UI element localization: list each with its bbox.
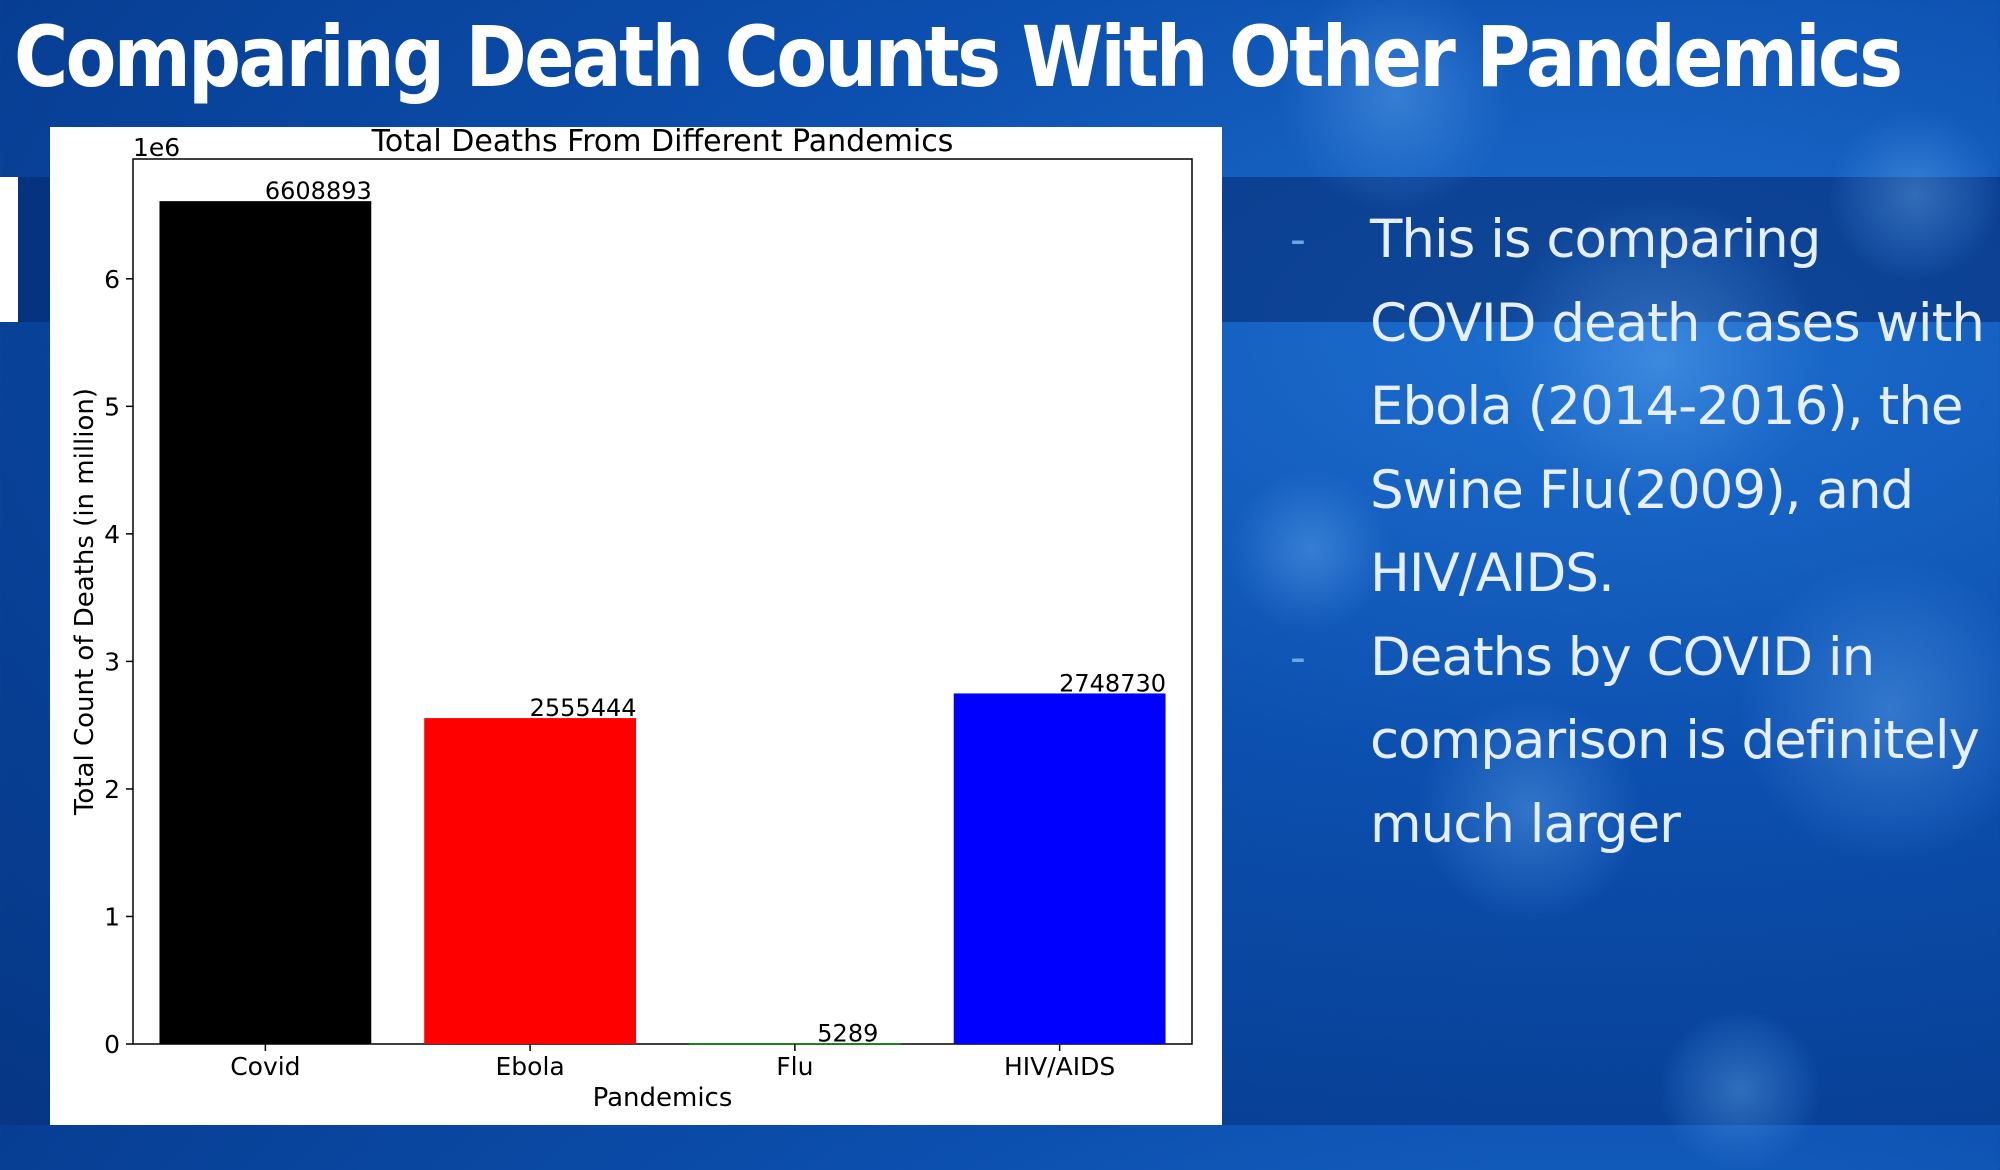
bullet-marker: - — [1290, 631, 1306, 683]
bullet-item: - Deaths by COVID in comparison is defin… — [1290, 616, 1990, 867]
y-tick-label: 0 — [104, 1030, 120, 1059]
data-label: 2555444 — [530, 694, 637, 722]
bar — [424, 718, 637, 1044]
y-tick-label: 5 — [104, 392, 120, 421]
chart-title: Total Deaths From Different Pandemics — [371, 127, 954, 159]
bullet-marker: - — [1290, 214, 1306, 265]
bullet-text: Deaths by COVID in comparison is definit… — [1370, 626, 1980, 855]
virus-decoration — [1420, 700, 1640, 920]
bar — [159, 201, 372, 1045]
virus-decoration — [1830, 110, 2000, 280]
y-offset-label: 1e6 — [133, 133, 180, 162]
slide-title: Comparing Death Counts With Other Pandem… — [14, 8, 1903, 106]
virus-decoration — [1500, 200, 1820, 520]
virus-decoration — [1660, 1010, 1820, 1170]
bullet-list: - This is comparing COVID death cases wi… — [1290, 198, 1990, 866]
bullet-text: This is comparing COVID death cases with… — [1370, 209, 1985, 604]
plot-frame — [132, 158, 1193, 1045]
virus-decoration — [1280, 0, 1510, 210]
x-tick-label: Flu — [776, 1052, 813, 1081]
data-label: 2748730 — [1059, 669, 1166, 697]
y-tick-label: 6 — [104, 265, 120, 294]
y-tick-label: 4 — [104, 520, 120, 549]
x-tick-label: Covid — [230, 1052, 300, 1081]
bullet-item: - This is comparing COVID death cases wi… — [1290, 198, 1990, 616]
bar — [953, 693, 1166, 1044]
y-tick-label: 1 — [104, 902, 120, 931]
virus-decoration — [1740, 560, 2000, 860]
x-axis-label: Pandemics — [593, 1083, 733, 1113]
y-tick-label: 3 — [104, 647, 120, 676]
chart-panel: 6608893 Covid 2555444 Ebola 5289 Flu 2748730 HI… — [50, 127, 1222, 1125]
virus-decoration — [1230, 470, 1390, 630]
data-label: 6608893 — [265, 177, 372, 205]
y-tick-label: 2 — [104, 775, 120, 804]
data-label: 5289 — [817, 1019, 878, 1047]
y-axis-label: Total Count of Deaths (in million) — [70, 388, 100, 816]
x-tick-label: Ebola — [496, 1052, 565, 1081]
side-accent — [0, 177, 18, 322]
x-tick-label: HIV/AIDS — [1004, 1052, 1115, 1081]
